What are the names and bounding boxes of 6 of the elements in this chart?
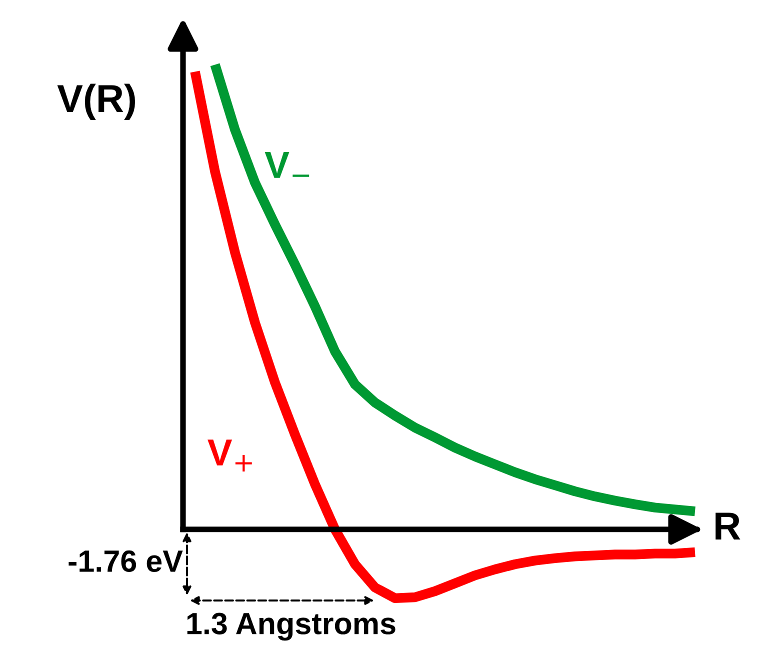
y-axis-title: V(R)	[57, 84, 136, 120]
series-label: V$_{−}$	[264, 152, 310, 178]
text: -1.76 eV	[68, 550, 183, 572]
text: 1.3 Angstroms	[187, 612, 396, 641]
x-axis-title: R	[716, 512, 740, 540]
series-label: V$_{+}$	[208, 440, 252, 472]
